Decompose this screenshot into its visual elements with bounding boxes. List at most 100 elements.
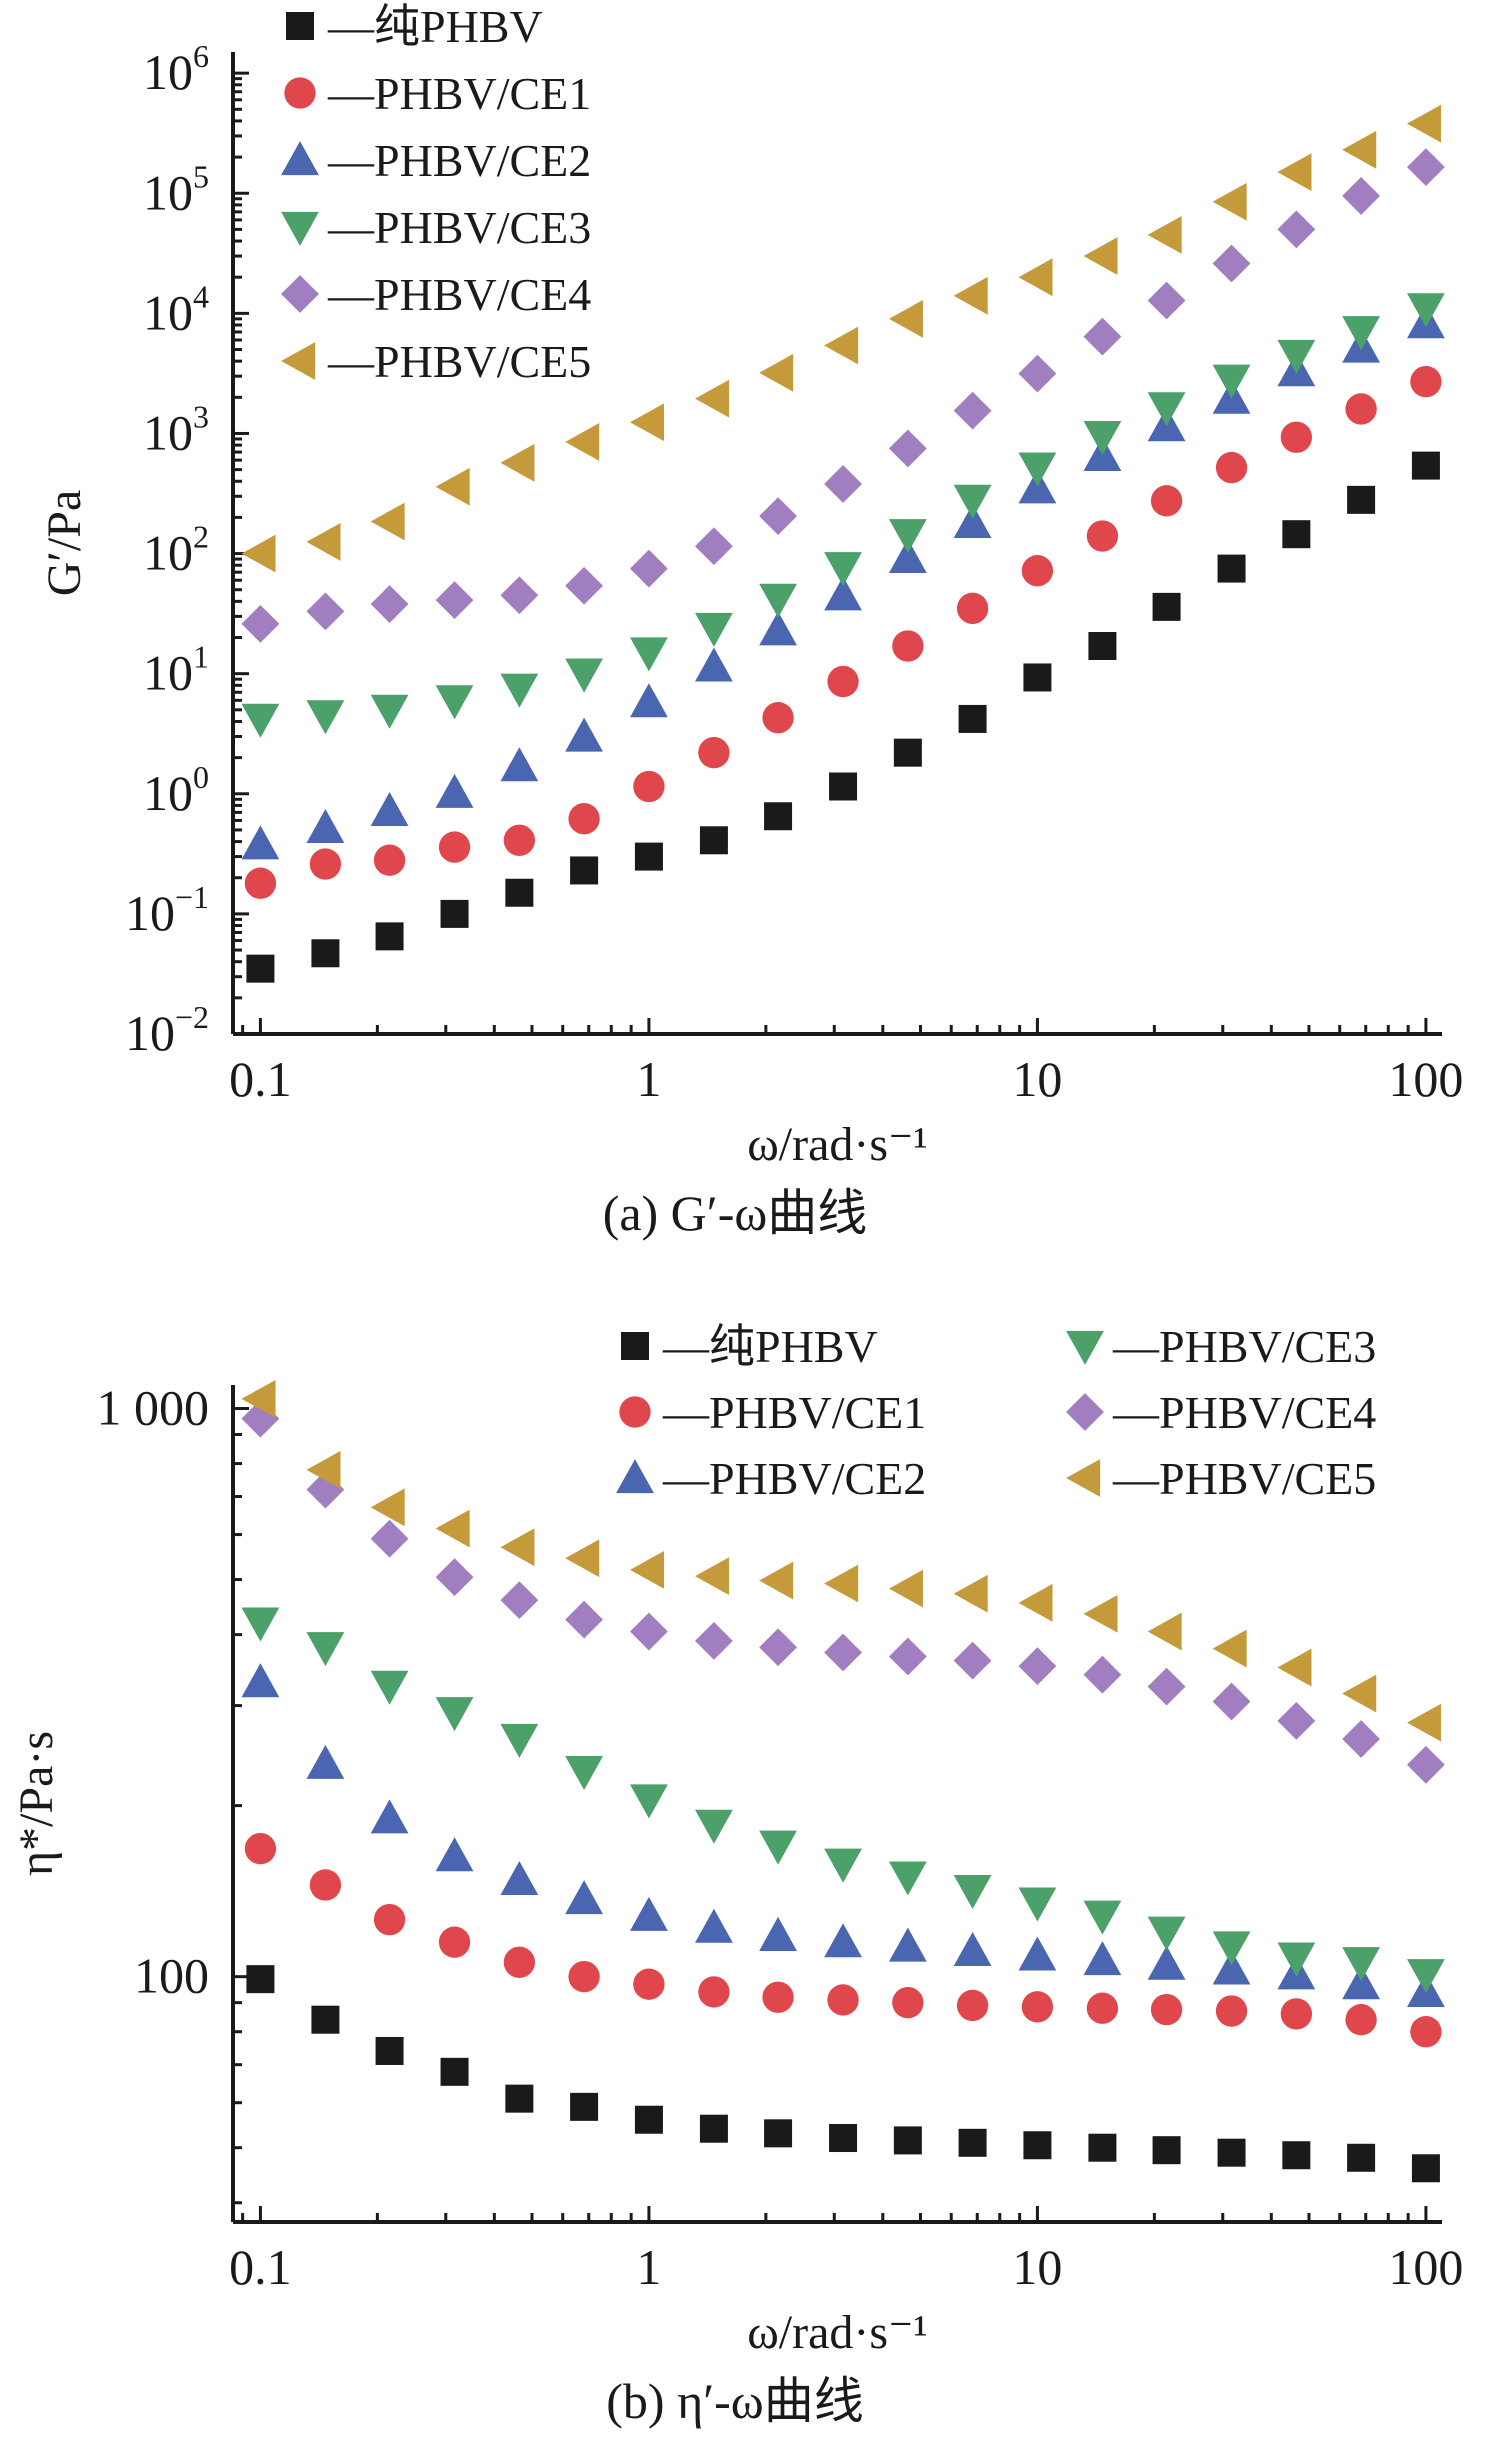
legend-marker <box>281 342 316 380</box>
data-point <box>1407 293 1445 328</box>
data-point <box>1345 393 1377 425</box>
legend-label: —PHBV/CE3 <box>327 202 591 253</box>
data-point <box>1342 1947 1380 1982</box>
y-tick-label: 100 <box>134 1948 209 2004</box>
data-point <box>306 1632 345 1667</box>
data-point <box>1212 1931 1251 1966</box>
data-point <box>888 539 927 574</box>
data-point <box>435 773 474 808</box>
data-point <box>435 1558 474 1596</box>
data-point <box>1152 2136 1181 2165</box>
data-point <box>824 1564 859 1603</box>
data-point <box>1147 1945 1186 1980</box>
data-point <box>500 1723 539 1758</box>
y-tick-label-exponent: −2 <box>175 999 209 1035</box>
data-point <box>370 1488 405 1527</box>
legend-label: —PHBV/CE1 <box>327 68 591 119</box>
data-point <box>630 637 668 672</box>
data-point <box>1083 317 1122 356</box>
data-point <box>759 611 797 646</box>
data-point <box>1282 520 1311 549</box>
data-point <box>373 844 406 876</box>
data-point <box>1277 1942 1316 1977</box>
x-tick-label: 10 <box>1012 2239 1062 2295</box>
data-point <box>370 502 405 541</box>
y-tick-label-exponent: 6 <box>193 38 209 74</box>
data-point <box>698 736 730 769</box>
y-tick-label: 104 <box>143 278 209 340</box>
data-point <box>633 1968 665 2000</box>
data-point <box>435 1837 474 1872</box>
data-point <box>695 1908 733 1943</box>
data-point <box>1083 421 1122 456</box>
data-point <box>1345 2004 1377 2036</box>
data-point <box>565 1756 603 1791</box>
series-square <box>246 1965 1440 2183</box>
data-point <box>438 831 471 863</box>
y-axis-title: G′/Pa <box>38 490 91 597</box>
data-point <box>953 1932 992 1967</box>
data-point <box>500 443 535 482</box>
data-point <box>311 939 340 968</box>
legend-marker <box>1066 1459 1101 1497</box>
data-point <box>435 467 470 506</box>
data-point <box>1342 1965 1380 2000</box>
panel-caption: (a) G′-ω曲线 <box>603 1185 868 1241</box>
data-point <box>953 504 992 539</box>
y-tick-label-exponent: −1 <box>175 879 209 915</box>
data-point <box>1147 392 1186 427</box>
data-point <box>953 1574 988 1613</box>
data-point <box>241 534 276 573</box>
data-point <box>306 808 345 844</box>
data-point <box>698 1976 730 2008</box>
data-point <box>1212 182 1247 221</box>
data-point <box>1147 1612 1182 1651</box>
data-point <box>630 1612 668 1651</box>
data-point <box>759 1916 797 1951</box>
data-point <box>1023 2131 1052 2160</box>
y-tick-label-base: 10 <box>143 44 193 100</box>
data-point <box>1086 1992 1119 2024</box>
y-tick-label: 100 <box>143 759 209 821</box>
legend-marker <box>1066 1330 1104 1365</box>
data-point <box>565 1600 603 1639</box>
data-point <box>435 685 474 720</box>
data-point <box>565 423 600 461</box>
legend-label: —纯PHBV <box>662 1321 878 1372</box>
legend-marker <box>281 211 319 246</box>
y-axis-title: η*/Pa·s <box>10 1731 63 1876</box>
data-point <box>1018 1936 1057 1971</box>
data-point <box>1083 1900 1122 1935</box>
series-triangle-up <box>241 1663 1445 2008</box>
data-point <box>1407 148 1445 187</box>
data-point <box>565 658 603 693</box>
data-point <box>1342 1720 1380 1758</box>
data-point <box>958 2128 987 2157</box>
data-point <box>570 856 599 885</box>
data-point <box>630 403 665 442</box>
data-point <box>695 612 733 647</box>
data-point <box>370 1670 409 1705</box>
data-point <box>440 2057 469 2086</box>
data-point <box>1212 364 1251 399</box>
data-point <box>1018 1887 1057 1922</box>
data-point <box>888 299 923 338</box>
x-tick-label: 0.1 <box>229 2239 292 2295</box>
data-point <box>1018 452 1057 487</box>
legend-label: —PHBV/CE1 <box>662 1387 926 1438</box>
data-point <box>824 1848 862 1883</box>
data-point <box>634 2105 663 2134</box>
y-tick-label-exponent: 0 <box>193 759 209 795</box>
data-point <box>824 1923 862 1958</box>
data-point <box>764 2119 793 2148</box>
data-point <box>1083 1595 1118 1633</box>
series-diamond <box>241 148 1445 643</box>
data-point <box>888 1637 927 1676</box>
data-point <box>1021 555 1054 587</box>
y-tick-label-base: 10 <box>143 284 193 340</box>
x-tick-label: 1 <box>636 2239 661 2295</box>
data-point <box>1342 316 1380 351</box>
y-tick-label-base: 10 <box>143 645 193 701</box>
series-diamond <box>241 1399 1445 1784</box>
